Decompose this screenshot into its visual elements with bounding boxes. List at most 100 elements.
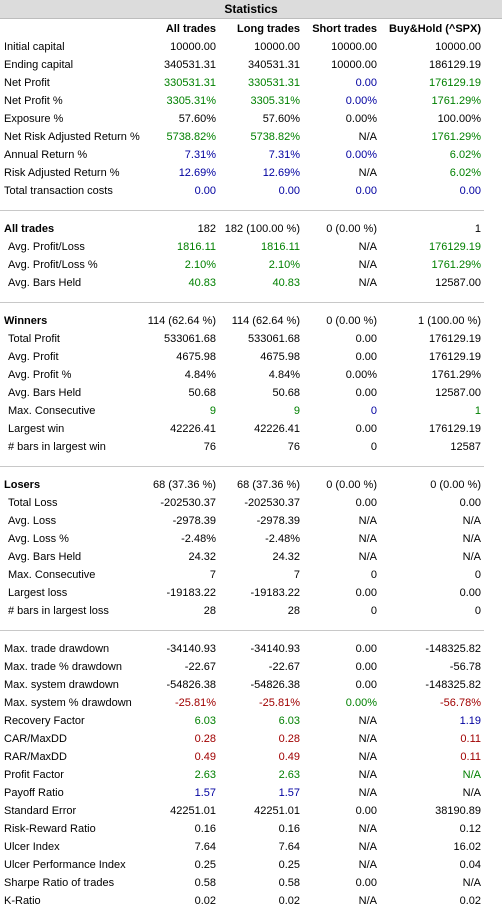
row-value: 12.69%	[178, 167, 216, 179]
row-value: N/A	[358, 241, 377, 253]
row-label: Total Profit	[8, 333, 60, 345]
row-label: Avg. Profit/Loss %	[8, 259, 98, 271]
row-value: 0.00	[355, 661, 377, 673]
row-value: 28	[203, 605, 216, 617]
row-value: 12587	[450, 441, 481, 453]
row-value: 0.00	[459, 185, 481, 197]
row-value: 24.32	[188, 551, 216, 563]
row-value: 76	[203, 441, 216, 453]
separator	[0, 302, 484, 303]
row-value: 2.10%	[268, 259, 300, 271]
column-header: Long trades	[237, 23, 300, 35]
row-value: 38190.89	[435, 805, 481, 817]
row-value: 533061.68	[248, 333, 300, 345]
row-label: Largest win	[8, 423, 65, 435]
row-value: 0.00	[355, 877, 377, 889]
row-value: 0.00	[355, 423, 377, 435]
row-value: 50.68	[272, 387, 300, 399]
section-heading-value: 0 (0.00 %)	[326, 223, 377, 235]
row-value: 12.69%	[262, 167, 300, 179]
row-value: 1816.11	[261, 241, 300, 253]
section-heading-value: 0 (0.00 %)	[326, 479, 377, 491]
row-value: -54826.38	[166, 679, 216, 691]
row-label: Max. system drawdown	[4, 679, 119, 691]
row-value: 0.16	[194, 823, 216, 835]
row-value: 10000.00	[254, 41, 300, 53]
row-label: # bars in largest win	[8, 441, 106, 453]
row-label: Avg. Loss	[8, 515, 57, 527]
row-label: Avg. Profit	[8, 351, 59, 363]
row-value: 0.00	[355, 333, 377, 345]
row-value: 1.19	[459, 715, 481, 727]
section-heading-value: 182	[197, 223, 216, 235]
row-label: Exposure %	[4, 113, 64, 125]
row-value: 0.00	[278, 185, 300, 197]
row-value: 9	[209, 405, 216, 417]
row-value: -56.78%	[440, 697, 481, 709]
row-value: 0	[370, 605, 377, 617]
row-value: 0.00	[355, 185, 377, 197]
row-value: 50.68	[188, 387, 216, 399]
section-heading-value: 114 (62.64 %)	[147, 315, 216, 327]
row-value: 0.58	[194, 877, 216, 889]
row-value: 0.00%	[345, 149, 377, 161]
row-value: -2.48%	[181, 533, 216, 545]
row-value: 0.49	[278, 751, 300, 763]
row-value: 0.02	[459, 895, 481, 907]
row-value: 0	[370, 405, 377, 417]
row-label: Annual Return %	[4, 149, 88, 161]
row-value: N/A	[358, 131, 377, 143]
row-value: N/A	[462, 533, 481, 545]
row-value: N/A	[358, 533, 377, 545]
row-value: -2978.39	[172, 515, 216, 527]
row-value: N/A	[358, 823, 377, 835]
row-value: N/A	[358, 551, 377, 563]
row-value: 12587.00	[435, 387, 481, 399]
row-value: 28	[287, 605, 300, 617]
row-label: Net Profit	[4, 77, 50, 89]
row-value: 0.00%	[345, 369, 377, 381]
row-value: 176129.19	[429, 333, 481, 345]
row-value: 0.28	[194, 733, 216, 745]
row-value: 0.25	[194, 859, 216, 871]
row-value: 0.11	[460, 733, 481, 745]
row-value: 6.03	[194, 715, 216, 727]
row-value: 176129.19	[429, 423, 481, 435]
row-value: 0.00%	[345, 95, 377, 107]
section-heading-value: 68 (37.36 %)	[153, 479, 216, 491]
row-value: 0.11	[460, 751, 481, 763]
row-label: Max. system % drawdown	[4, 697, 132, 709]
row-value: 0.00	[459, 497, 481, 509]
row-value: 24.32	[272, 551, 300, 563]
row-value: 1761.29%	[431, 259, 481, 271]
row-value: 186129.19	[429, 59, 481, 71]
row-value: 3305.31%	[166, 95, 216, 107]
row-value: 0.02	[194, 895, 216, 907]
column-header: All trades	[165, 23, 216, 35]
row-value: N/A	[358, 895, 377, 907]
row-value: N/A	[358, 259, 377, 271]
row-value: N/A	[358, 733, 377, 745]
row-value: 40.83	[188, 277, 216, 289]
row-value: 42251.01	[170, 805, 216, 817]
row-label: Ulcer Performance Index	[4, 859, 126, 871]
row-label: Risk Adjusted Return %	[4, 167, 120, 179]
row-value: 2.10%	[184, 259, 216, 271]
row-value: -54826.38	[250, 679, 300, 691]
section-heading-value: 1 (100.00 %)	[418, 315, 481, 327]
row-label: Total Loss	[8, 497, 58, 509]
section-heading-value: 68 (37.36 %)	[237, 479, 300, 491]
row-value: -25.81%	[259, 697, 300, 709]
row-value: 6.02%	[449, 149, 481, 161]
row-label: Ending capital	[4, 59, 74, 71]
row-value: 0.00	[355, 387, 377, 399]
section-heading-value: 0 (0.00 %)	[430, 479, 481, 491]
row-value: 6.03	[278, 715, 300, 727]
row-label: Max. trade % drawdown	[4, 661, 122, 673]
row-label: # bars in largest loss	[8, 605, 109, 617]
row-value: 0.00%	[345, 697, 377, 709]
column-header: Short trades	[312, 23, 377, 35]
row-value: N/A	[358, 751, 377, 763]
row-value: 7.64	[194, 841, 216, 853]
row-label: Max. trade drawdown	[4, 643, 110, 655]
